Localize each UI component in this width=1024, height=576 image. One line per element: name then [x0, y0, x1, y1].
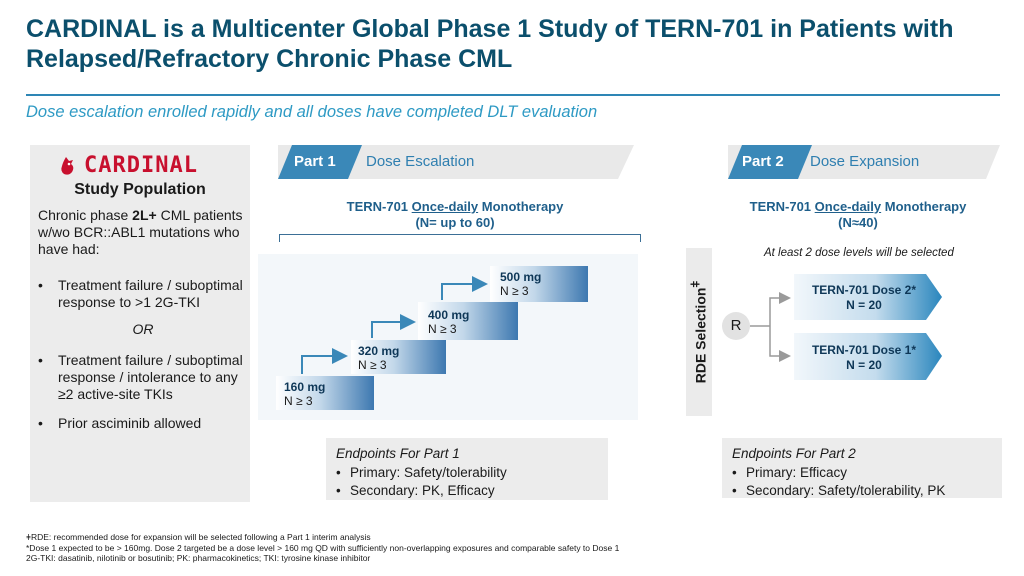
cardinal-logo-text: CARDINAL [84, 153, 198, 178]
dose2-arm: TERN-701 Dose 2* N = 20 [794, 283, 934, 313]
intro-text-bold: 2L+ [132, 207, 157, 223]
step-arrow-3 [441, 276, 488, 300]
step-n: N ≥ 3 [500, 284, 529, 298]
step-box-400 [418, 302, 518, 340]
step-arrow-1 [301, 348, 348, 374]
part1-bracket [279, 234, 641, 242]
criterion-text: Treatment failure / suboptimal response … [58, 352, 243, 402]
dose2-n: N = 20 [846, 298, 882, 312]
step-n: N ≥ 3 [284, 394, 313, 408]
list-item: • Treatment failure / suboptimal respons… [38, 277, 248, 311]
step-label-500: 500 mg N ≥ 3 [500, 270, 541, 298]
cardinal-bird-icon [61, 156, 74, 175]
step-box-160 [276, 376, 374, 410]
part2-endpoints-title: Endpoints For Part 2 [732, 446, 856, 461]
list-item: • Secondary: PK, Efficacy [336, 482, 608, 500]
part2-arm-title: TERN-701 Once-daily Monotherapy (N≈40) [718, 199, 998, 231]
randomization-node: R [722, 312, 750, 340]
footnote-rde: ǂRDE: recommended dose for expansion wil… [26, 532, 371, 542]
part2-endpoints-box: Endpoints For Part 2 • Primary: Efficacy… [722, 438, 1002, 498]
step-arrow-2 [371, 314, 416, 338]
step-box-320 [351, 340, 446, 374]
bullet-icon: • [336, 465, 341, 480]
title-divider [26, 94, 1000, 96]
dose1-arm: TERN-701 Dose 1* N = 20 [794, 343, 934, 373]
dose2-label: TERN-701 Dose 2* [811, 283, 917, 297]
arm-text-post: Monotherapy [478, 199, 564, 214]
slide-title: CARDINAL is a Multicenter Global Phase 1… [26, 15, 954, 73]
step-label-400: 400 mg N ≥ 3 [428, 308, 469, 336]
arm-text-pre: TERN-701 [346, 199, 412, 214]
dose2-arrow-shape [794, 274, 942, 320]
part1-banner-shape [278, 145, 634, 179]
part1-arm-title: TERN-701 Once-daily Monotherapy (N= up t… [290, 199, 620, 231]
study-population-intro: Chronic phase 2L+ CML patients w/wo BCR:… [38, 207, 246, 258]
step-label-160: 160 mg N ≥ 3 [284, 380, 325, 408]
list-item: • Primary: Efficacy [732, 464, 1002, 482]
dose1-label: TERN-701 Dose 1* [811, 343, 917, 357]
part2-tag: Part 2 [742, 153, 784, 170]
dose-escalation-staircase: 160 mg N ≥ 3 320 mg N ≥ 3 400 mg N ≥ 3 5… [258, 254, 638, 420]
part2-banner-shape [728, 145, 1000, 179]
intro-text-pre: Chronic phase [38, 207, 133, 223]
step-dose: 400 mg [428, 308, 470, 322]
slide-subtitle: Dose escalation enrolled rapidly and all… [26, 103, 598, 121]
arm-text-post: Monotherapy [881, 199, 967, 214]
part2-banner: Part 2 Dose Expansion [728, 145, 1000, 179]
cardinal-logo: CARDINAL [58, 153, 198, 178]
part1-endpoints-box: Endpoints For Part 1 • Primary: Safety/t… [326, 438, 608, 500]
criterion-text: Treatment failure / suboptimal response … [58, 277, 243, 310]
step-dose: 160 mg [284, 380, 326, 394]
bullet-icon: • [336, 483, 341, 498]
study-population-heading: Study Population [74, 181, 206, 198]
step-dose: 500 mg [500, 270, 542, 284]
part1-endpoints-title: Endpoints For Part 1 [336, 446, 460, 461]
or-separator: OR [132, 321, 154, 337]
bullet-icon: • [732, 465, 737, 480]
intro-text-post: CML patients w/wo BCR::ABL1 mutations wh… [38, 207, 243, 257]
arm-text-underlined: Once-daily [411, 199, 479, 214]
bullet-icon: • [38, 352, 43, 368]
list-item: • Treatment failure / suboptimal respons… [38, 352, 248, 403]
step-label-320: 320 mg N ≥ 3 [358, 344, 399, 372]
bullet-icon: • [38, 277, 43, 293]
study-population-panel: CARDINAL Study Population Chronic phase … [30, 145, 250, 502]
list-item: • Secondary: Safety/tolerability, PK [732, 482, 1002, 500]
list-item: • Prior asciminib allowed [38, 415, 248, 432]
footnote-dose: *Dose 1 expected to be > 160mg. Dose 2 t… [26, 542, 620, 553]
staircase-graphic [276, 266, 588, 410]
part1-primary-endpoint: Primary: Safety/tolerability [350, 465, 507, 480]
dose1-arrow-shape [794, 333, 942, 380]
part2-arm-n: (N≈40) [838, 215, 878, 230]
dose1-n: N = 20 [846, 358, 882, 372]
part1-tag: Part 1 [294, 153, 336, 170]
bullet-icon: • [38, 415, 43, 431]
step-n: N ≥ 3 [358, 358, 387, 372]
study-population-criteria: • Treatment failure / suboptimal respons… [38, 277, 248, 442]
step-dose: 320 mg [358, 344, 400, 358]
bullet-icon: • [732, 483, 737, 498]
part1-arm-n: (N= up to 60) [415, 215, 495, 230]
part1-name: Dose Escalation [366, 153, 475, 170]
footnote-abbreviations: 2G-TKI: dasatinib, nilotinib or bosutini… [26, 553, 371, 563]
criterion-text: Prior asciminib allowed [58, 415, 202, 431]
step-box-500 [490, 266, 588, 302]
rde-selection-band: RDE Selectionǂ [686, 248, 712, 416]
part2-secondary-endpoint: Secondary: Safety/tolerability, PK [746, 483, 946, 498]
step-n: N ≥ 3 [428, 322, 457, 336]
part2-primary-endpoint: Primary: Efficacy [746, 465, 848, 480]
footnotes: ǂRDE: recommended dose for expansion wil… [26, 532, 619, 564]
arm-text-underlined: Once-daily [814, 199, 882, 214]
arm-text-pre: TERN-701 [749, 199, 815, 214]
part1-secondary-endpoint: Secondary: PK, Efficacy [350, 483, 495, 498]
dose-levels-note: At least 2 dose levels will be selected [764, 247, 954, 259]
part2-name: Dose Expansion [810, 153, 920, 170]
part1-banner: Part 1 Dose Escalation [278, 145, 634, 179]
list-item: • Primary: Safety/tolerability [336, 464, 608, 482]
